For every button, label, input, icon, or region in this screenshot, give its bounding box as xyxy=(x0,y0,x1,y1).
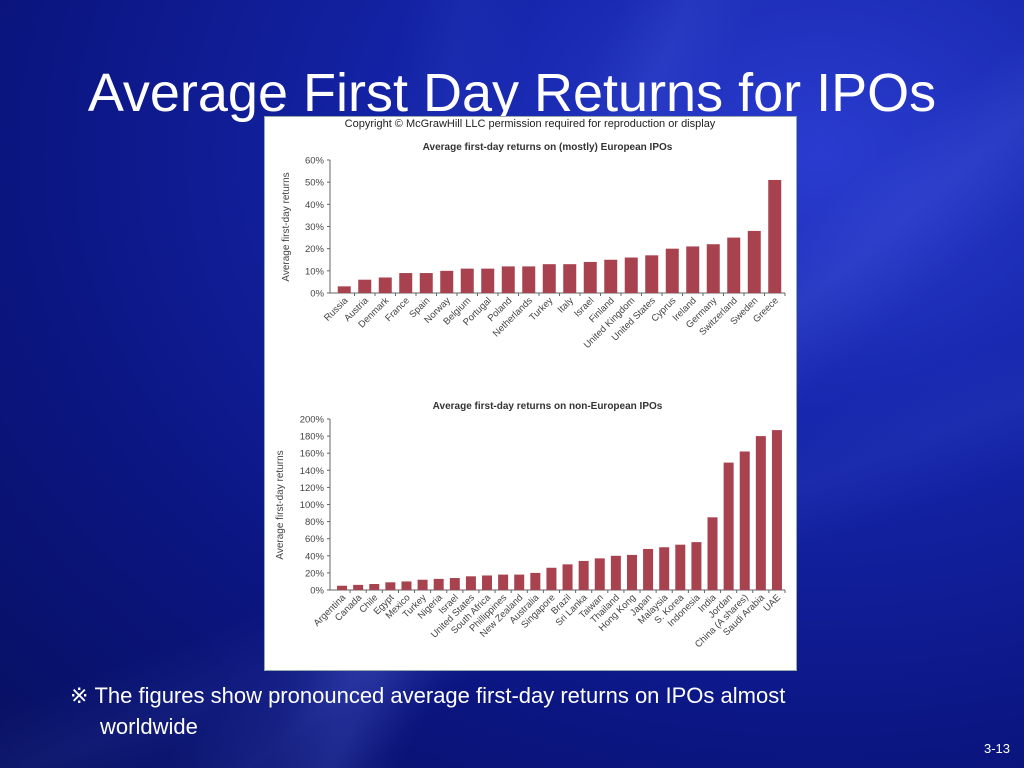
bar-canada xyxy=(353,584,364,590)
y-tick-label: 0% xyxy=(310,586,324,597)
bar-germany xyxy=(706,244,720,293)
bar-china-a-shares- xyxy=(739,451,750,590)
bar-jordan xyxy=(723,462,734,590)
bar-mexico xyxy=(401,581,412,590)
y-tick-label: 200% xyxy=(300,415,325,426)
bar-denmark xyxy=(378,277,392,293)
bar-spain xyxy=(419,273,433,293)
y-tick-label: 30% xyxy=(305,222,325,233)
bar-norway xyxy=(440,270,454,293)
category-label: UAE xyxy=(761,592,783,614)
bar-sri-lanka xyxy=(578,560,589,590)
y-tick-label: 60% xyxy=(305,156,325,167)
bar-taiwan xyxy=(594,558,605,590)
y-tick-label: 40% xyxy=(305,551,325,562)
bar-saudi-arabia xyxy=(755,436,766,590)
y-tick-label: 140% xyxy=(300,466,325,477)
bar-netherlands xyxy=(522,266,536,293)
european-ipo-chart: Average first-day returns on (mostly) Eu… xyxy=(281,142,786,351)
bar-greece xyxy=(768,179,782,293)
bar-japan xyxy=(643,548,654,590)
y-tick-label: 160% xyxy=(300,449,325,460)
bar-france xyxy=(399,273,413,293)
figure-svg: Copyright © McGrawHill LLC permission re… xyxy=(275,118,786,650)
bar-malaysia xyxy=(659,547,670,590)
bar-phillippines xyxy=(498,574,509,590)
y-tick-label: 80% xyxy=(305,517,325,528)
caption-line-2: worldwide xyxy=(100,714,198,739)
chart-title: Average first-day returns on (mostly) Eu… xyxy=(423,142,673,153)
bar-chile xyxy=(369,584,380,590)
bar-sweden xyxy=(747,230,761,293)
bar-s-korea xyxy=(675,544,686,590)
y-tick-label: 60% xyxy=(305,534,325,545)
bar-finland xyxy=(604,259,618,293)
bar-portugal xyxy=(481,268,495,293)
y-tick-label: 20% xyxy=(305,568,325,579)
bar-russia xyxy=(337,286,351,293)
bar-south-africa xyxy=(482,575,493,590)
copyright-notice: Copyright © McGrawHill LLC permission re… xyxy=(345,118,716,130)
bar-uae xyxy=(771,430,782,590)
bar-united-states xyxy=(645,255,659,293)
bar-brazil xyxy=(562,564,573,590)
bar-hong-kong xyxy=(626,554,637,590)
y-tick-label: 40% xyxy=(305,200,325,211)
y-axis-label: Average first-day returns xyxy=(281,172,292,281)
bar-new-zealand xyxy=(514,574,525,590)
page-number: 3-13 xyxy=(983,741,1010,756)
bar-israel xyxy=(583,261,597,293)
bar-indonesia xyxy=(691,542,702,590)
bar-nigeria xyxy=(433,578,444,590)
bar-italy xyxy=(563,264,577,293)
y-tick-label: 120% xyxy=(300,483,325,494)
bar-switzerland xyxy=(727,237,741,293)
bar-argentina xyxy=(337,585,348,590)
bar-turkey xyxy=(417,579,428,590)
bar-turkey xyxy=(542,264,556,293)
bar-australia xyxy=(530,572,541,590)
y-axis-label: Average first-day returns xyxy=(275,450,286,559)
bar-belgium xyxy=(460,268,474,293)
bar-ireland xyxy=(686,246,700,293)
reference-mark: ※ xyxy=(70,683,89,708)
chart-title: Average first-day returns on non-Europea… xyxy=(433,401,663,412)
y-tick-label: 20% xyxy=(305,244,325,255)
slide-caption: ※ The figures show pronounced average fir… xyxy=(70,680,950,742)
bar-india xyxy=(707,517,718,590)
y-tick-label: 10% xyxy=(305,266,325,277)
y-tick-label: 180% xyxy=(300,432,325,443)
bar-poland xyxy=(501,266,515,293)
bar-egypt xyxy=(385,582,396,590)
bar-cyprus xyxy=(665,248,679,293)
bar-israel xyxy=(449,578,460,590)
non-european-ipo-chart: Average first-day returns on non-Europea… xyxy=(275,401,786,650)
bar-thailand xyxy=(610,555,621,590)
y-tick-label: 0% xyxy=(310,289,324,300)
bar-singapore xyxy=(546,567,557,590)
caption-line-1: The figures show pronounced average firs… xyxy=(94,683,786,708)
bar-united-states xyxy=(465,576,476,590)
y-tick-label: 100% xyxy=(300,500,325,511)
ipo-returns-figure: Copyright © McGrawHill LLC permission re… xyxy=(264,116,797,671)
slide-title: Average First Day Returns for IPOs xyxy=(87,63,937,124)
bar-united-kingdom xyxy=(624,257,638,293)
bar-austria xyxy=(358,279,372,293)
y-tick-label: 50% xyxy=(305,178,325,189)
category-label: Turkey xyxy=(527,295,555,323)
